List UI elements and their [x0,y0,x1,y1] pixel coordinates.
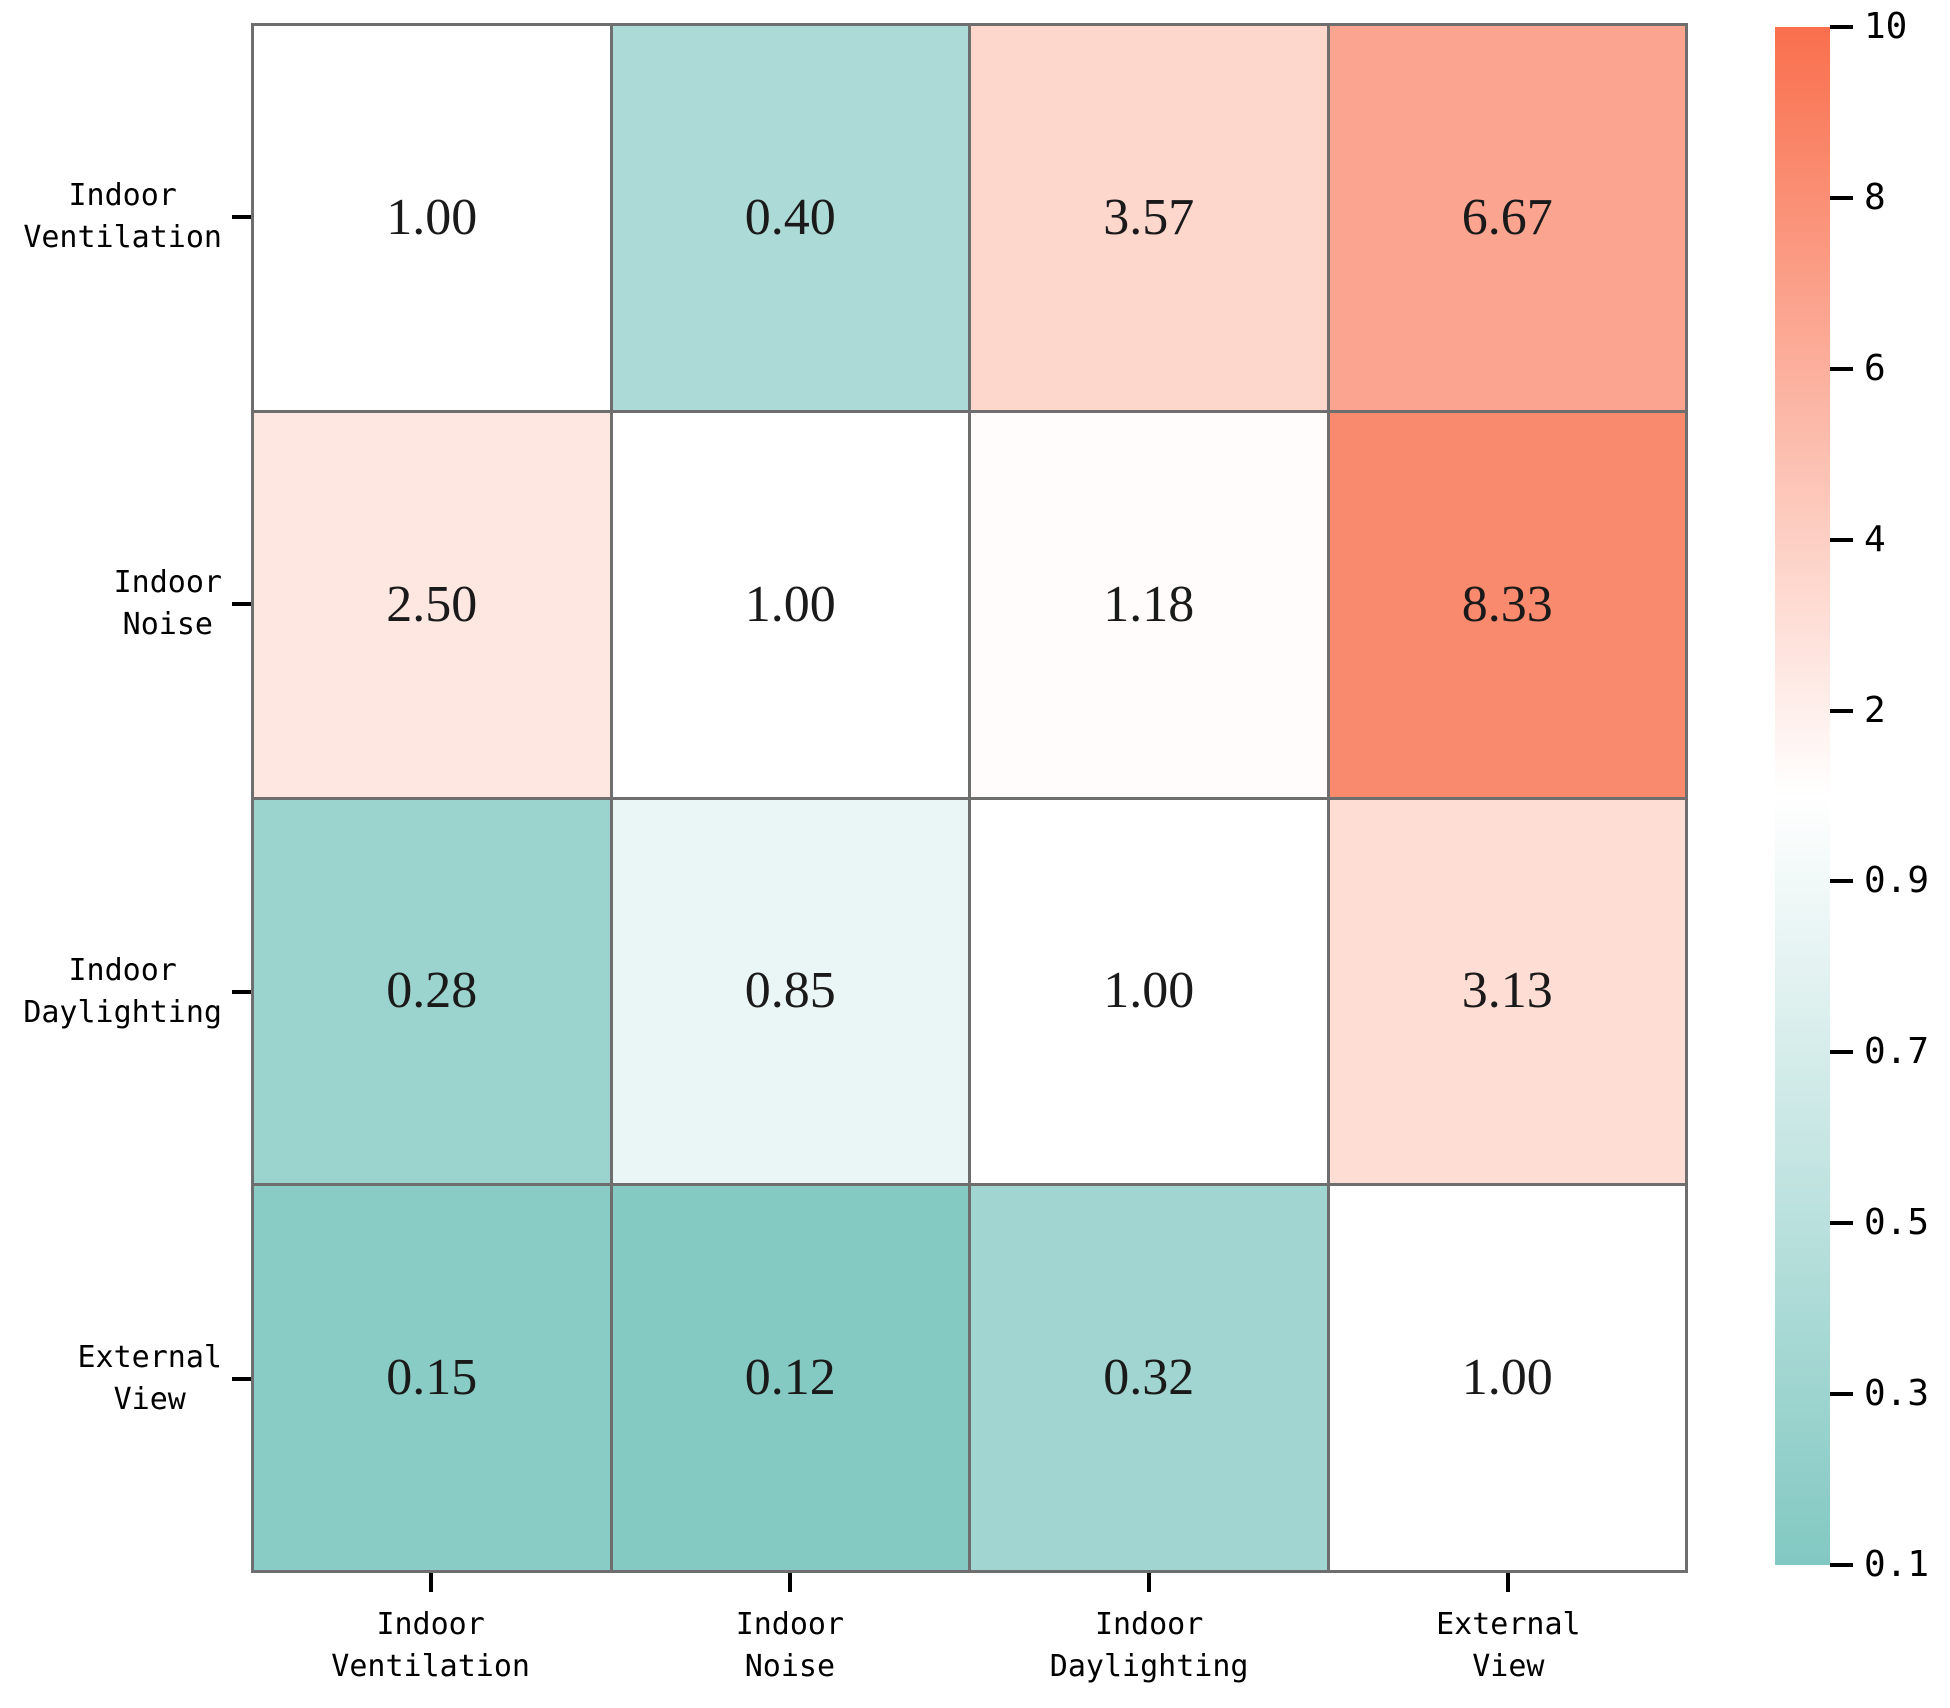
heatmap-cell: 6.67 [1329,26,1685,410]
tick-mark [787,1573,792,1592]
row-label-line: Noise [122,607,213,643]
colorbar-tick-label: 0.3 [1864,1373,1930,1415]
col-label-line: External [1436,1607,1581,1642]
tick-mark [1830,25,1853,29]
tick-mark [1830,1563,1853,1567]
cell-value: 0.32 [1103,1349,1195,1407]
row-label-line: Indoor [68,177,177,213]
heatmap-cell: 1.00 [1329,1186,1685,1570]
row-label-line: Ventilation [23,219,222,255]
row-label: Indoor Noise [114,562,222,646]
tick-mark [232,1377,251,1382]
row-label-line: External [77,1340,223,1376]
cell-value: 1.00 [1461,1349,1553,1407]
cell-value: 0.85 [744,962,836,1020]
col-label: Indoor Noise [736,1604,844,1688]
tick-mark [1830,1050,1853,1055]
cell-value: 1.00 [386,188,478,246]
cell-value: 1.00 [1103,962,1195,1020]
tick-mark [232,214,251,219]
heatmap-cell: 0.15 [254,1186,610,1570]
row-label: Indoor Ventilation [23,175,222,259]
row-label-line: Indoor [113,565,222,601]
tick-mark [1830,879,1853,884]
colorbar-tick-label: 0.5 [1864,1202,1930,1244]
tick-mark [1830,537,1853,542]
tick-mark [1830,195,1853,200]
colorbar-tick-label: 2 [1864,689,1886,731]
colorbar-tick-label: 0.7 [1864,1031,1930,1073]
col-label-line: View [1472,1649,1545,1684]
colorbar-tick-label: 10 [1864,6,1908,47]
heatmap-cell: 1.00 [254,26,610,410]
tick-mark [232,602,251,607]
cell-value: 0.15 [386,1349,478,1407]
tick-mark [1830,1392,1853,1397]
cell-value: 1.18 [1103,575,1195,633]
tick-mark [1830,366,1853,371]
cell-value: 0.40 [744,188,836,246]
heatmap-cell: 1.00 [612,412,968,797]
heatmap-cell: 3.13 [1329,799,1685,1184]
col-label: Indoor Daylighting [1050,1604,1249,1688]
cell-value: 1.00 [744,575,836,633]
row-label: Indoor Daylighting [23,950,222,1034]
cell-value: 2.50 [386,575,478,633]
cell-value: 3.57 [1103,188,1195,246]
heatmap-cell: 0.12 [612,1186,968,1570]
colorbar-tick-label: 4 [1864,518,1886,560]
col-label-line: Indoor [735,1607,845,1642]
row-label-line: Indoor [68,952,177,988]
heatmap-cell: 2.50 [254,412,610,797]
heatmap-cell: 0.85 [612,799,968,1184]
heatmap-cell: 1.00 [971,799,1327,1184]
heatmap-cell: 0.32 [971,1186,1327,1570]
row-label: External View [78,1337,223,1421]
colorbar-tick-label: 6 [1864,347,1886,389]
tick-mark [1506,1573,1511,1592]
colorbar-tick-label: 0.9 [1864,860,1930,902]
heatmap-cell: 0.40 [612,26,968,410]
tick-mark [428,1573,433,1592]
col-label-line: Noise [744,1649,836,1684]
heatmap-cell: 1.18 [971,412,1327,797]
heatmap-cell: 0.28 [254,799,610,1184]
heatmap-cell: 3.57 [971,26,1327,410]
cell-value: 0.12 [744,1349,836,1407]
col-label-line: Daylighting [1049,1649,1249,1684]
cell-value: 0.28 [386,962,478,1020]
tick-mark [1147,1573,1152,1592]
cell-value: 3.13 [1461,962,1553,1020]
colorbar-tick-label: 8 [1864,176,1886,218]
col-label: Indoor Ventilation [331,1604,530,1688]
cell-value: 8.33 [1461,575,1553,633]
row-label-line: Daylighting [23,994,222,1030]
cell-value: 6.67 [1461,188,1553,246]
col-label-line: Ventilation [331,1649,530,1684]
heatmap-cell: 8.33 [1329,412,1685,797]
col-label: External View [1436,1604,1581,1688]
col-label-line: Indoor [1094,1607,1204,1642]
colorbar-tick-label: 0.1 [1864,1544,1930,1585]
tick-mark [232,989,251,994]
heatmap-grid: 1.00 0.40 3.57 6.67 2.50 1.00 1.18 8.33 0.28 0.85… [251,23,1688,1573]
tick-mark [1830,708,1853,713]
tick-mark [1830,1221,1853,1226]
colorbar [1775,27,1830,1565]
col-label-line: Indoor [376,1607,485,1642]
row-label-line: View [113,1382,186,1418]
